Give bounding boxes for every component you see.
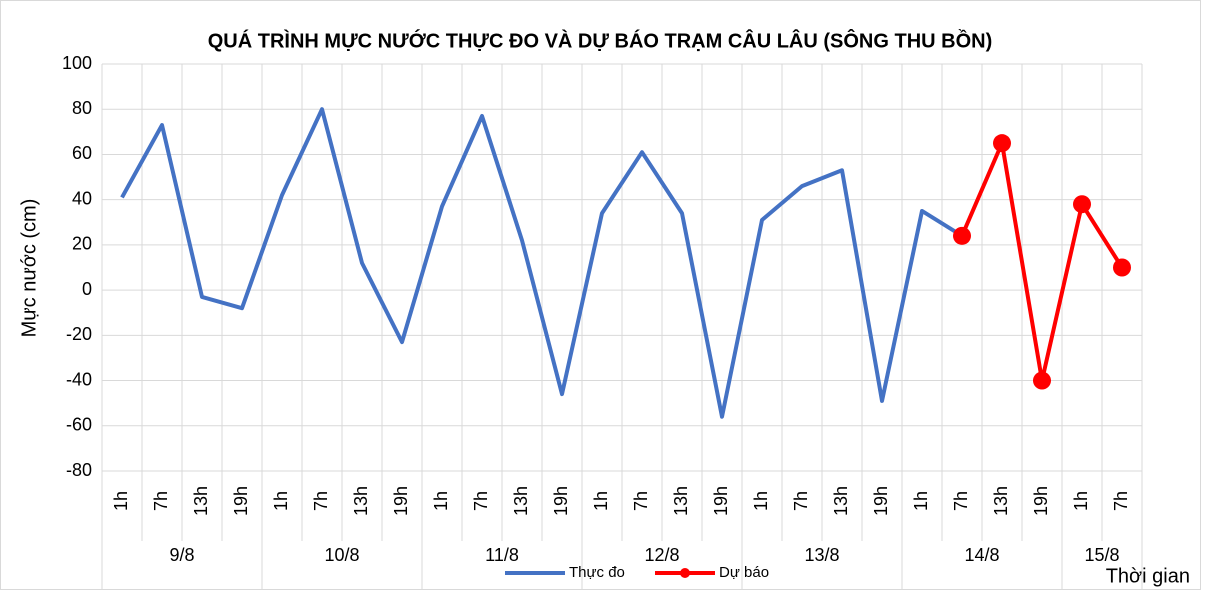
x-tick-label: 7h [311,491,331,511]
y-tick-label: -80 [66,460,92,480]
x-tick-label: 19h [1031,486,1051,516]
y-tick-label: 100 [62,53,92,73]
x-tick-label: 1h [111,491,131,511]
x-tick-label: 13h [991,486,1011,516]
series-line [120,107,964,419]
point [1113,258,1131,277]
point [1073,195,1091,214]
group-label: 12/8 [644,545,679,565]
group-label: 14/8 [964,545,999,565]
x-tick-label: 13h [671,486,691,516]
y-tick-label: 0 [82,279,92,299]
x-tick-label: 13h [351,486,371,516]
x-tick-label: 13h [191,486,211,516]
legend-label: Dự báo [719,564,769,581]
x-tick-label: 19h [231,486,251,516]
y-tick-label: 60 [72,143,92,163]
x-tick-label: 1h [431,491,451,511]
x-tick-label: 1h [1071,491,1091,511]
group-label: 11/8 [485,545,519,565]
x-axis-label: Thời gian [1106,565,1190,587]
x-tick-label: 7h [631,491,651,511]
legend-label: Thực đo [569,564,625,581]
point [993,134,1011,153]
group-label: 13/8 [804,545,839,565]
y-tick-label: 80 [72,98,92,118]
y-tick-label: -40 [66,369,92,389]
x-tick-label: 1h [271,491,291,511]
y-tick-label: -60 [66,415,92,435]
point [1033,371,1051,390]
x-tick-label: 1h [751,491,771,511]
x-tick-label: 7h [151,491,171,511]
x-tick-label: 7h [471,491,491,511]
x-tick-label: 7h [1111,491,1131,511]
y-tick-label: 20 [72,234,92,254]
y-axis-label: Mực nước (cm) [18,199,40,338]
x-tick-label: 19h [551,486,571,516]
x-tick-label: 1h [911,491,931,511]
point [953,226,971,245]
x-tick-label: 7h [951,491,971,511]
x-tick-label: 19h [391,486,411,516]
group-label: 10/8 [324,545,359,565]
legend-marker [680,568,690,578]
group-label: 15/8 [1084,545,1119,565]
x-tick-label: 19h [871,486,891,516]
x-tick-label: 1h [591,491,611,511]
x-tick-label: 19h [711,486,731,516]
y-tick-label: 40 [72,188,92,208]
x-tick-label: 7h [791,491,811,511]
chart-title: QUÁ TRÌNH MỰC NƯỚC THỰC ĐO VÀ DỰ BÁO TRẠ… [208,28,993,52]
y-tick-label: -20 [66,324,92,344]
group-label: 9/8 [169,545,194,565]
x-tick-label: 13h [831,486,851,516]
x-tick-label: 13h [511,486,531,516]
